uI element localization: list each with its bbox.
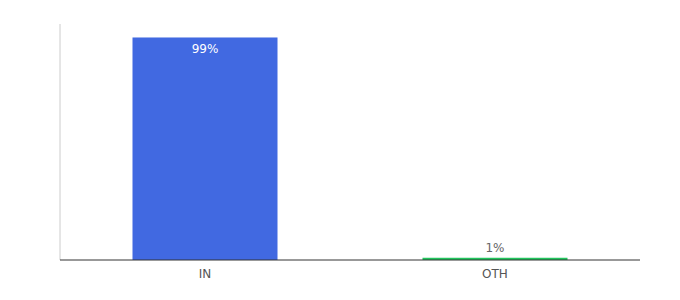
x-tick-label: OTH (482, 267, 508, 281)
chart-container: 99% 1% IN OTH (0, 0, 680, 300)
x-axis-line (60, 260, 640, 261)
data-label: 1% (485, 241, 504, 255)
x-tick-label: IN (199, 267, 212, 281)
chart-svg: 99% 1% IN OTH (0, 0, 680, 300)
y-axis-line (60, 24, 61, 260)
data-labels: 99% 1% (192, 42, 505, 254)
bars (133, 37, 568, 260)
data-label: 99% (192, 42, 219, 56)
bar (133, 37, 278, 260)
